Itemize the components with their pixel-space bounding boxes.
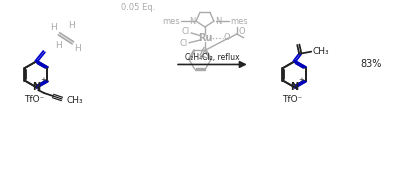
Text: TfO⁻: TfO⁻ (282, 95, 302, 104)
Text: H: H (74, 44, 81, 53)
Text: N: N (215, 17, 221, 26)
Text: O: O (224, 33, 230, 42)
Text: C₂H₄Cl₂, reflux: C₂H₄Cl₂, reflux (185, 52, 240, 61)
Text: N: N (290, 82, 298, 92)
Text: N: N (32, 82, 40, 92)
Text: N: N (189, 17, 195, 26)
Text: TfO⁻: TfO⁻ (24, 95, 44, 104)
Text: Cl: Cl (180, 39, 188, 48)
Text: CH₃: CH₃ (312, 47, 329, 56)
Text: O: O (239, 27, 245, 36)
Text: +: + (40, 77, 46, 83)
Text: +: + (298, 77, 304, 83)
Text: H: H (56, 41, 62, 50)
Text: mes: mes (162, 17, 180, 26)
Text: 83%: 83% (360, 60, 382, 70)
Text: 0.05 Eq.: 0.05 Eq. (120, 3, 155, 12)
Text: H: H (50, 23, 56, 32)
Text: Cl: Cl (182, 27, 190, 36)
Text: Ru: Ru (198, 33, 212, 43)
Text: CH₃: CH₃ (67, 96, 84, 105)
Text: H: H (68, 21, 75, 30)
Text: mes: mes (230, 17, 248, 26)
